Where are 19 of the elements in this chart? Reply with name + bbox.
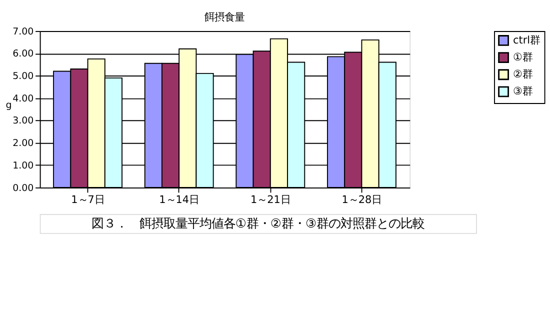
y-tick-label: 0.00: [12, 182, 34, 194]
legend-label: ②群: [513, 68, 532, 80]
legend-label: ctrl群: [513, 34, 540, 46]
x-tick-label: 1～21日: [250, 194, 290, 206]
y-tick-label: 6.00: [12, 48, 34, 60]
legend-label: ③群: [513, 86, 532, 98]
y-tick-label: 5.00: [12, 71, 34, 82]
y-axis-title: g: [6, 100, 12, 111]
chart-title: 餌摂食量: [204, 12, 245, 24]
y-tick-label: 4.00: [12, 93, 34, 104]
y-tick-label: 3.00: [12, 116, 34, 127]
y-tick-label: 7.00: [12, 26, 34, 38]
y-tick-label: 2.00: [12, 138, 34, 150]
x-tick-label: 1～7日: [71, 194, 104, 206]
x-tick-label: 1～28日: [342, 194, 382, 206]
x-tick-label: 1～14日: [159, 194, 200, 206]
y-tick-label: 1.00: [12, 160, 34, 172]
caption: 図３． 餌摂取量平均値各①群・②群・③群の対照群との比較: [91, 216, 424, 230]
legend-label: ①群: [513, 51, 532, 64]
